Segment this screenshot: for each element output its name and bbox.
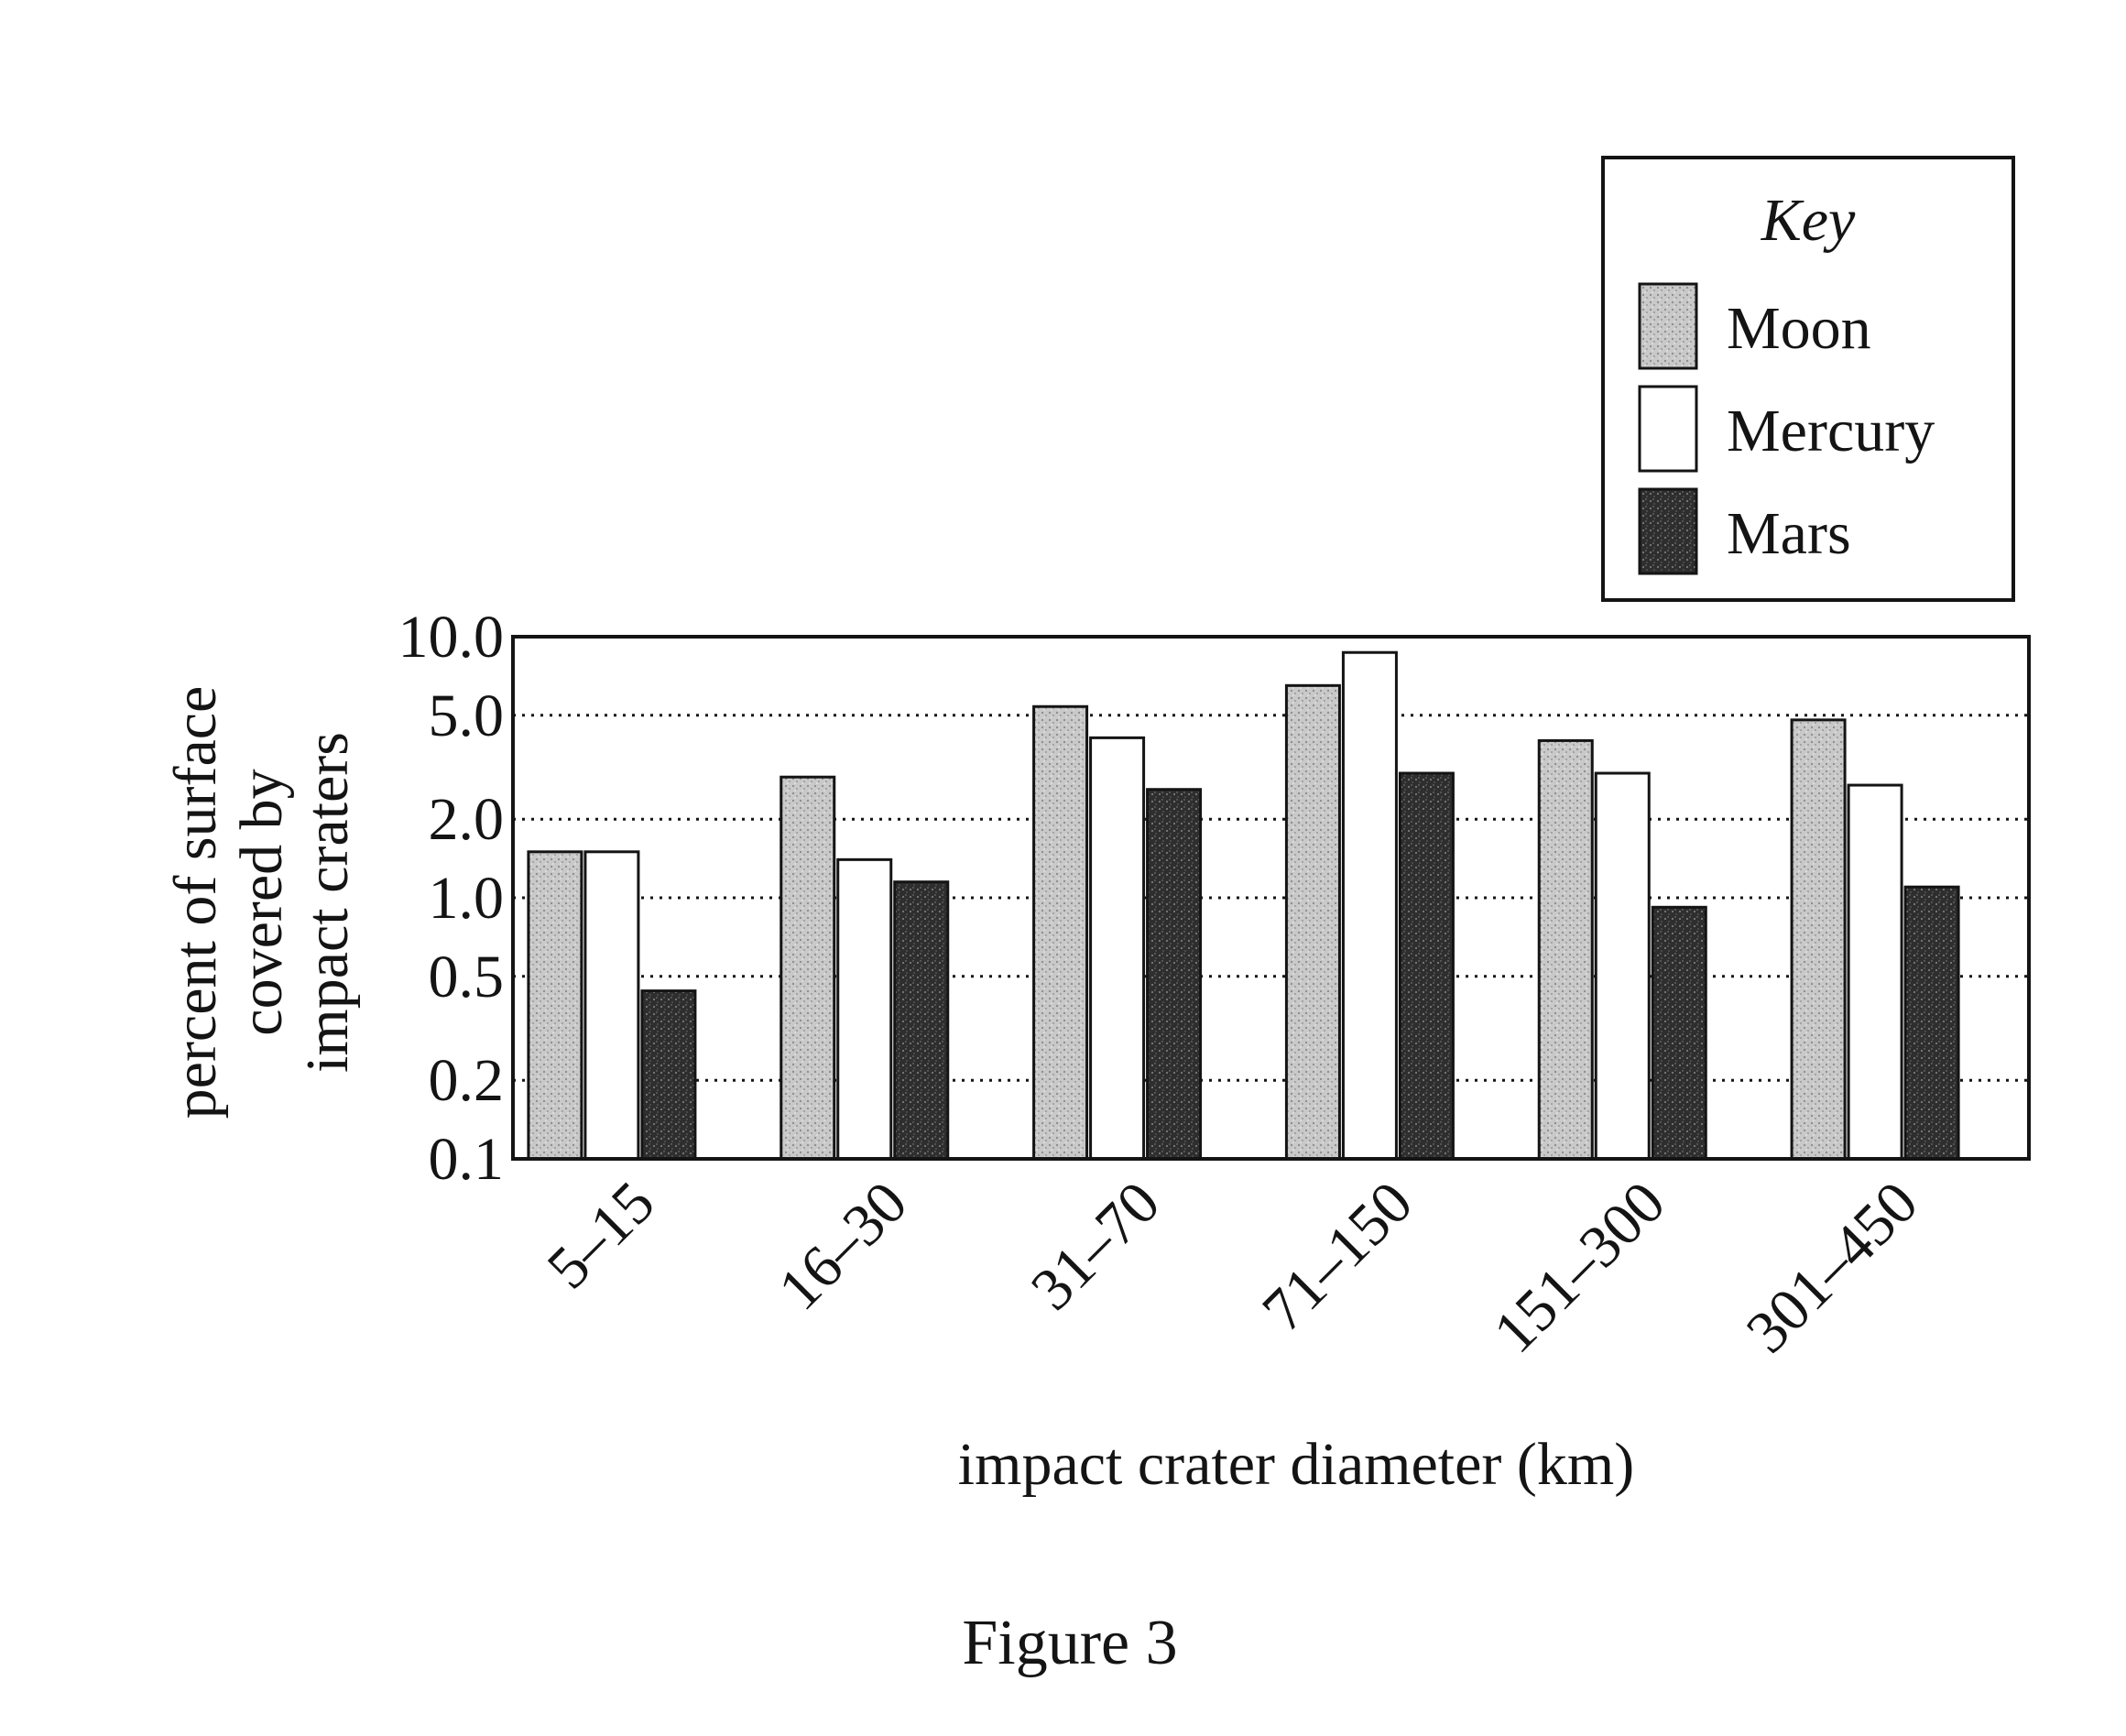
legend-swatch-mars <box>1638 487 1698 575</box>
bar-mercury <box>1847 783 1903 1161</box>
y-axis-title: percent of surfacecovered byimpact crate… <box>162 686 361 1119</box>
y-tick-label: 0.5 <box>429 944 505 1010</box>
bar-mercury <box>583 850 640 1161</box>
x-category-label: 31–70 <box>1019 1169 1172 1323</box>
y-tick-label: 10.0 <box>398 604 505 671</box>
plot-area-border <box>511 635 2031 1161</box>
x-category-label: 71–150 <box>1249 1169 1425 1345</box>
chart-legend: Key Moon Mercury Mars <box>1601 156 2015 602</box>
y-tick-label: 0.2 <box>429 1047 505 1114</box>
bar-moon <box>1284 683 1341 1161</box>
y-tick-label: 5.0 <box>429 682 505 749</box>
x-category-label: 301–450 <box>1734 1169 1931 1366</box>
x-category-label: 5–15 <box>535 1169 668 1302</box>
bar-mercury <box>836 857 893 1161</box>
bar-mars <box>1651 905 1707 1161</box>
x-category-label: 151–300 <box>1481 1169 1678 1366</box>
legend-label-moon: Moon <box>1727 295 1871 362</box>
x-axis-title: impact crater diameter (km) <box>958 1431 1634 1498</box>
y-tick-label: 1.0 <box>429 865 505 932</box>
y-tick-label: 0.1 <box>429 1126 505 1193</box>
bar-moon <box>780 775 836 1161</box>
y-tick-label: 2.0 <box>429 786 505 853</box>
bar-moon <box>527 850 583 1161</box>
y-axis-title-line: impact craters <box>294 732 361 1073</box>
bar-moon <box>1537 738 1594 1161</box>
figure-caption: Figure 3 <box>962 1608 1177 1678</box>
y-axis-title-line: percent of surface <box>162 686 229 1119</box>
bars <box>527 650 1960 1161</box>
x-axis-ticks: 5–15 16–30 31–70 71–150 151–300 301–450 <box>535 1169 1931 1366</box>
bar-mars <box>893 880 950 1161</box>
bar-mercury <box>1341 650 1398 1161</box>
bar-mars <box>1398 771 1455 1161</box>
plot-frame <box>511 635 2031 1161</box>
bar-mars <box>1903 885 1960 1161</box>
legend-swatch-moon <box>1638 282 1698 370</box>
y-axis-title-line: covered by <box>228 769 295 1035</box>
bar-moon <box>1790 718 1847 1161</box>
bar-moon <box>1032 704 1089 1161</box>
legend-swatch-mercury <box>1638 385 1698 473</box>
bar-mercury <box>1089 736 1146 1161</box>
legend-title: Key <box>1761 187 1856 254</box>
x-category-label: 16–30 <box>766 1169 920 1323</box>
bar-mars <box>640 989 697 1161</box>
legend-label-mars: Mars <box>1727 500 1851 567</box>
bar-mars <box>1146 788 1203 1161</box>
y-axis-ticks: 0.1 0.2 0.5 1.0 2.0 5.0 10.0 <box>398 604 505 1193</box>
bar-mercury <box>1594 771 1651 1161</box>
legend-label-mercury: Mercury <box>1727 398 1935 464</box>
